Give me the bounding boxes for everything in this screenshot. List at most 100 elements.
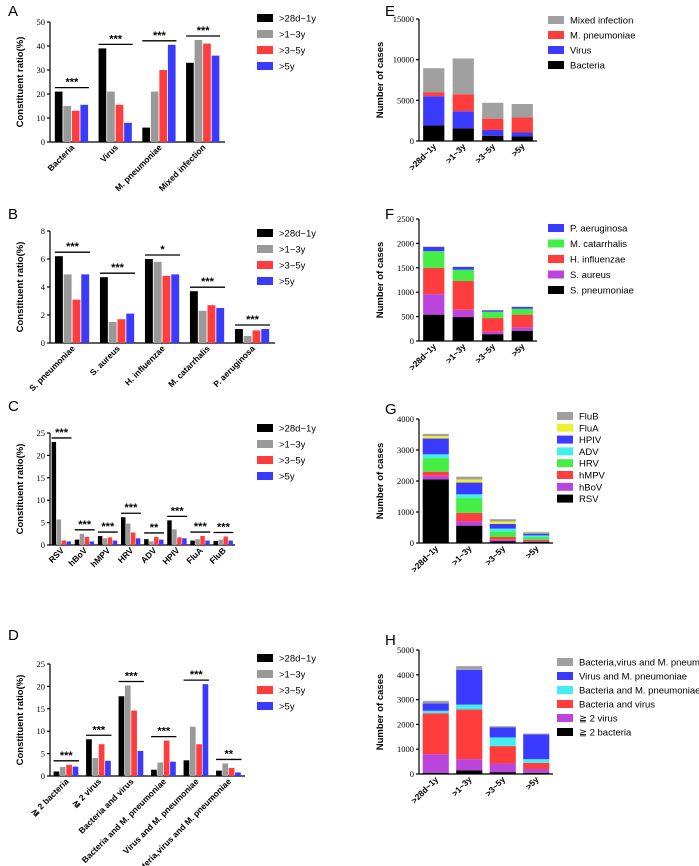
panel-label: E bbox=[385, 3, 395, 20]
legend-label: ADV bbox=[579, 447, 599, 458]
bar bbox=[115, 104, 124, 142]
legend-label: ≧ 2 bacteria bbox=[579, 728, 632, 739]
stacked-segment bbox=[523, 540, 550, 542]
stacked-segment bbox=[423, 294, 445, 315]
bar bbox=[149, 541, 154, 545]
significance-label: *** bbox=[66, 241, 80, 253]
bar bbox=[63, 274, 72, 343]
stacked-segment bbox=[422, 458, 449, 472]
stacked-segment bbox=[489, 726, 516, 728]
legend-swatch bbox=[557, 672, 573, 680]
legend-swatch bbox=[257, 456, 273, 464]
legend-swatch bbox=[557, 471, 573, 479]
bar bbox=[72, 766, 79, 776]
legend-swatch bbox=[257, 670, 273, 678]
legend-swatch bbox=[557, 700, 573, 708]
legend-label: Mixed infection bbox=[570, 16, 633, 27]
stacked-segment bbox=[523, 762, 550, 770]
stacked-segment bbox=[523, 733, 550, 735]
legend-label: >1~3y bbox=[279, 440, 306, 451]
legend-label: Bacteria and M. pneumoniae bbox=[579, 686, 699, 697]
legend-swatch bbox=[257, 62, 273, 70]
significance-label: *** bbox=[246, 314, 260, 326]
bar bbox=[162, 275, 171, 343]
stacked-segment bbox=[482, 130, 504, 136]
legend-swatch bbox=[548, 286, 564, 294]
bar bbox=[190, 540, 195, 545]
bar bbox=[61, 540, 67, 545]
legend-swatch bbox=[257, 245, 273, 253]
stacked-segment bbox=[511, 132, 533, 137]
stacked-segment bbox=[423, 92, 445, 97]
bar bbox=[99, 277, 108, 343]
legend-swatch bbox=[548, 31, 564, 39]
significance-label: ** bbox=[150, 522, 159, 534]
stacked-segment bbox=[452, 128, 474, 141]
bar bbox=[167, 44, 176, 142]
stacked-segment bbox=[523, 533, 550, 536]
bar bbox=[117, 319, 126, 343]
legend-swatch bbox=[557, 459, 573, 468]
panel-label: A bbox=[8, 3, 18, 20]
x-tick-label: S. pneumoniae bbox=[27, 343, 77, 393]
stacked-segment bbox=[523, 536, 550, 540]
stacked-segment bbox=[422, 454, 449, 459]
bar bbox=[205, 540, 210, 545]
legend-label: FluA bbox=[579, 423, 599, 434]
significance-label: *** bbox=[78, 519, 92, 531]
legend-label: >28d~1y bbox=[279, 424, 316, 435]
y-tick-label: 5000 bbox=[397, 645, 414, 655]
legend-swatch bbox=[548, 16, 564, 24]
y-tick-label: 0 bbox=[41, 338, 45, 348]
bar bbox=[137, 750, 144, 776]
bar bbox=[125, 523, 131, 545]
y-tick-label: 30 bbox=[37, 65, 46, 75]
stacked-segment bbox=[489, 746, 516, 764]
x-tick-label: FluB bbox=[207, 545, 227, 565]
x-tick-label: HRV bbox=[116, 545, 136, 565]
significance-label: *** bbox=[197, 25, 211, 37]
bar bbox=[144, 539, 149, 545]
legend-swatch bbox=[557, 728, 573, 736]
stacked-segment bbox=[523, 532, 550, 534]
significance-label: *** bbox=[125, 671, 139, 683]
significance-label: ** bbox=[224, 748, 233, 760]
x-tick-label: ADV bbox=[139, 545, 159, 565]
stacked-segment bbox=[523, 535, 550, 537]
bar bbox=[98, 744, 105, 776]
bar bbox=[151, 769, 157, 776]
bar bbox=[177, 537, 182, 545]
y-tick-label: 50 bbox=[37, 17, 46, 27]
stacked-segment bbox=[511, 314, 533, 328]
legend-label: >3~5y bbox=[279, 261, 306, 272]
stacked-segment bbox=[489, 519, 516, 522]
stacked-segment bbox=[456, 512, 483, 522]
legend-label: S. pneumoniae bbox=[570, 286, 634, 297]
legend-label: Virus and M. pneumoniae bbox=[579, 672, 687, 683]
stacked-segment bbox=[452, 266, 474, 270]
y-tick-label: 1000 bbox=[397, 287, 414, 297]
stacked-segment bbox=[423, 251, 445, 268]
legend-swatch bbox=[557, 494, 573, 503]
bar bbox=[235, 772, 241, 776]
stacked-segment bbox=[482, 318, 504, 332]
bar bbox=[183, 760, 190, 776]
bar bbox=[118, 696, 125, 776]
stacked-segment bbox=[482, 331, 504, 335]
stacked-segment bbox=[456, 669, 483, 705]
bar bbox=[252, 330, 261, 343]
x-tick-label: M. catarrhalis bbox=[166, 343, 212, 389]
bar bbox=[63, 106, 72, 142]
bar bbox=[216, 770, 222, 776]
y-tick-label: 500 bbox=[401, 312, 414, 322]
bar bbox=[112, 540, 118, 545]
legend-label: M. pneumoniae bbox=[570, 31, 635, 42]
y-tick-label: 1500 bbox=[397, 263, 414, 273]
y-axis-label: Constituent ratio(%) bbox=[15, 37, 26, 128]
stacked-segment bbox=[489, 541, 516, 543]
legend-label: >5y bbox=[279, 62, 295, 73]
stacked-segment bbox=[489, 531, 516, 537]
legend-swatch bbox=[548, 224, 564, 232]
bar bbox=[157, 762, 164, 776]
